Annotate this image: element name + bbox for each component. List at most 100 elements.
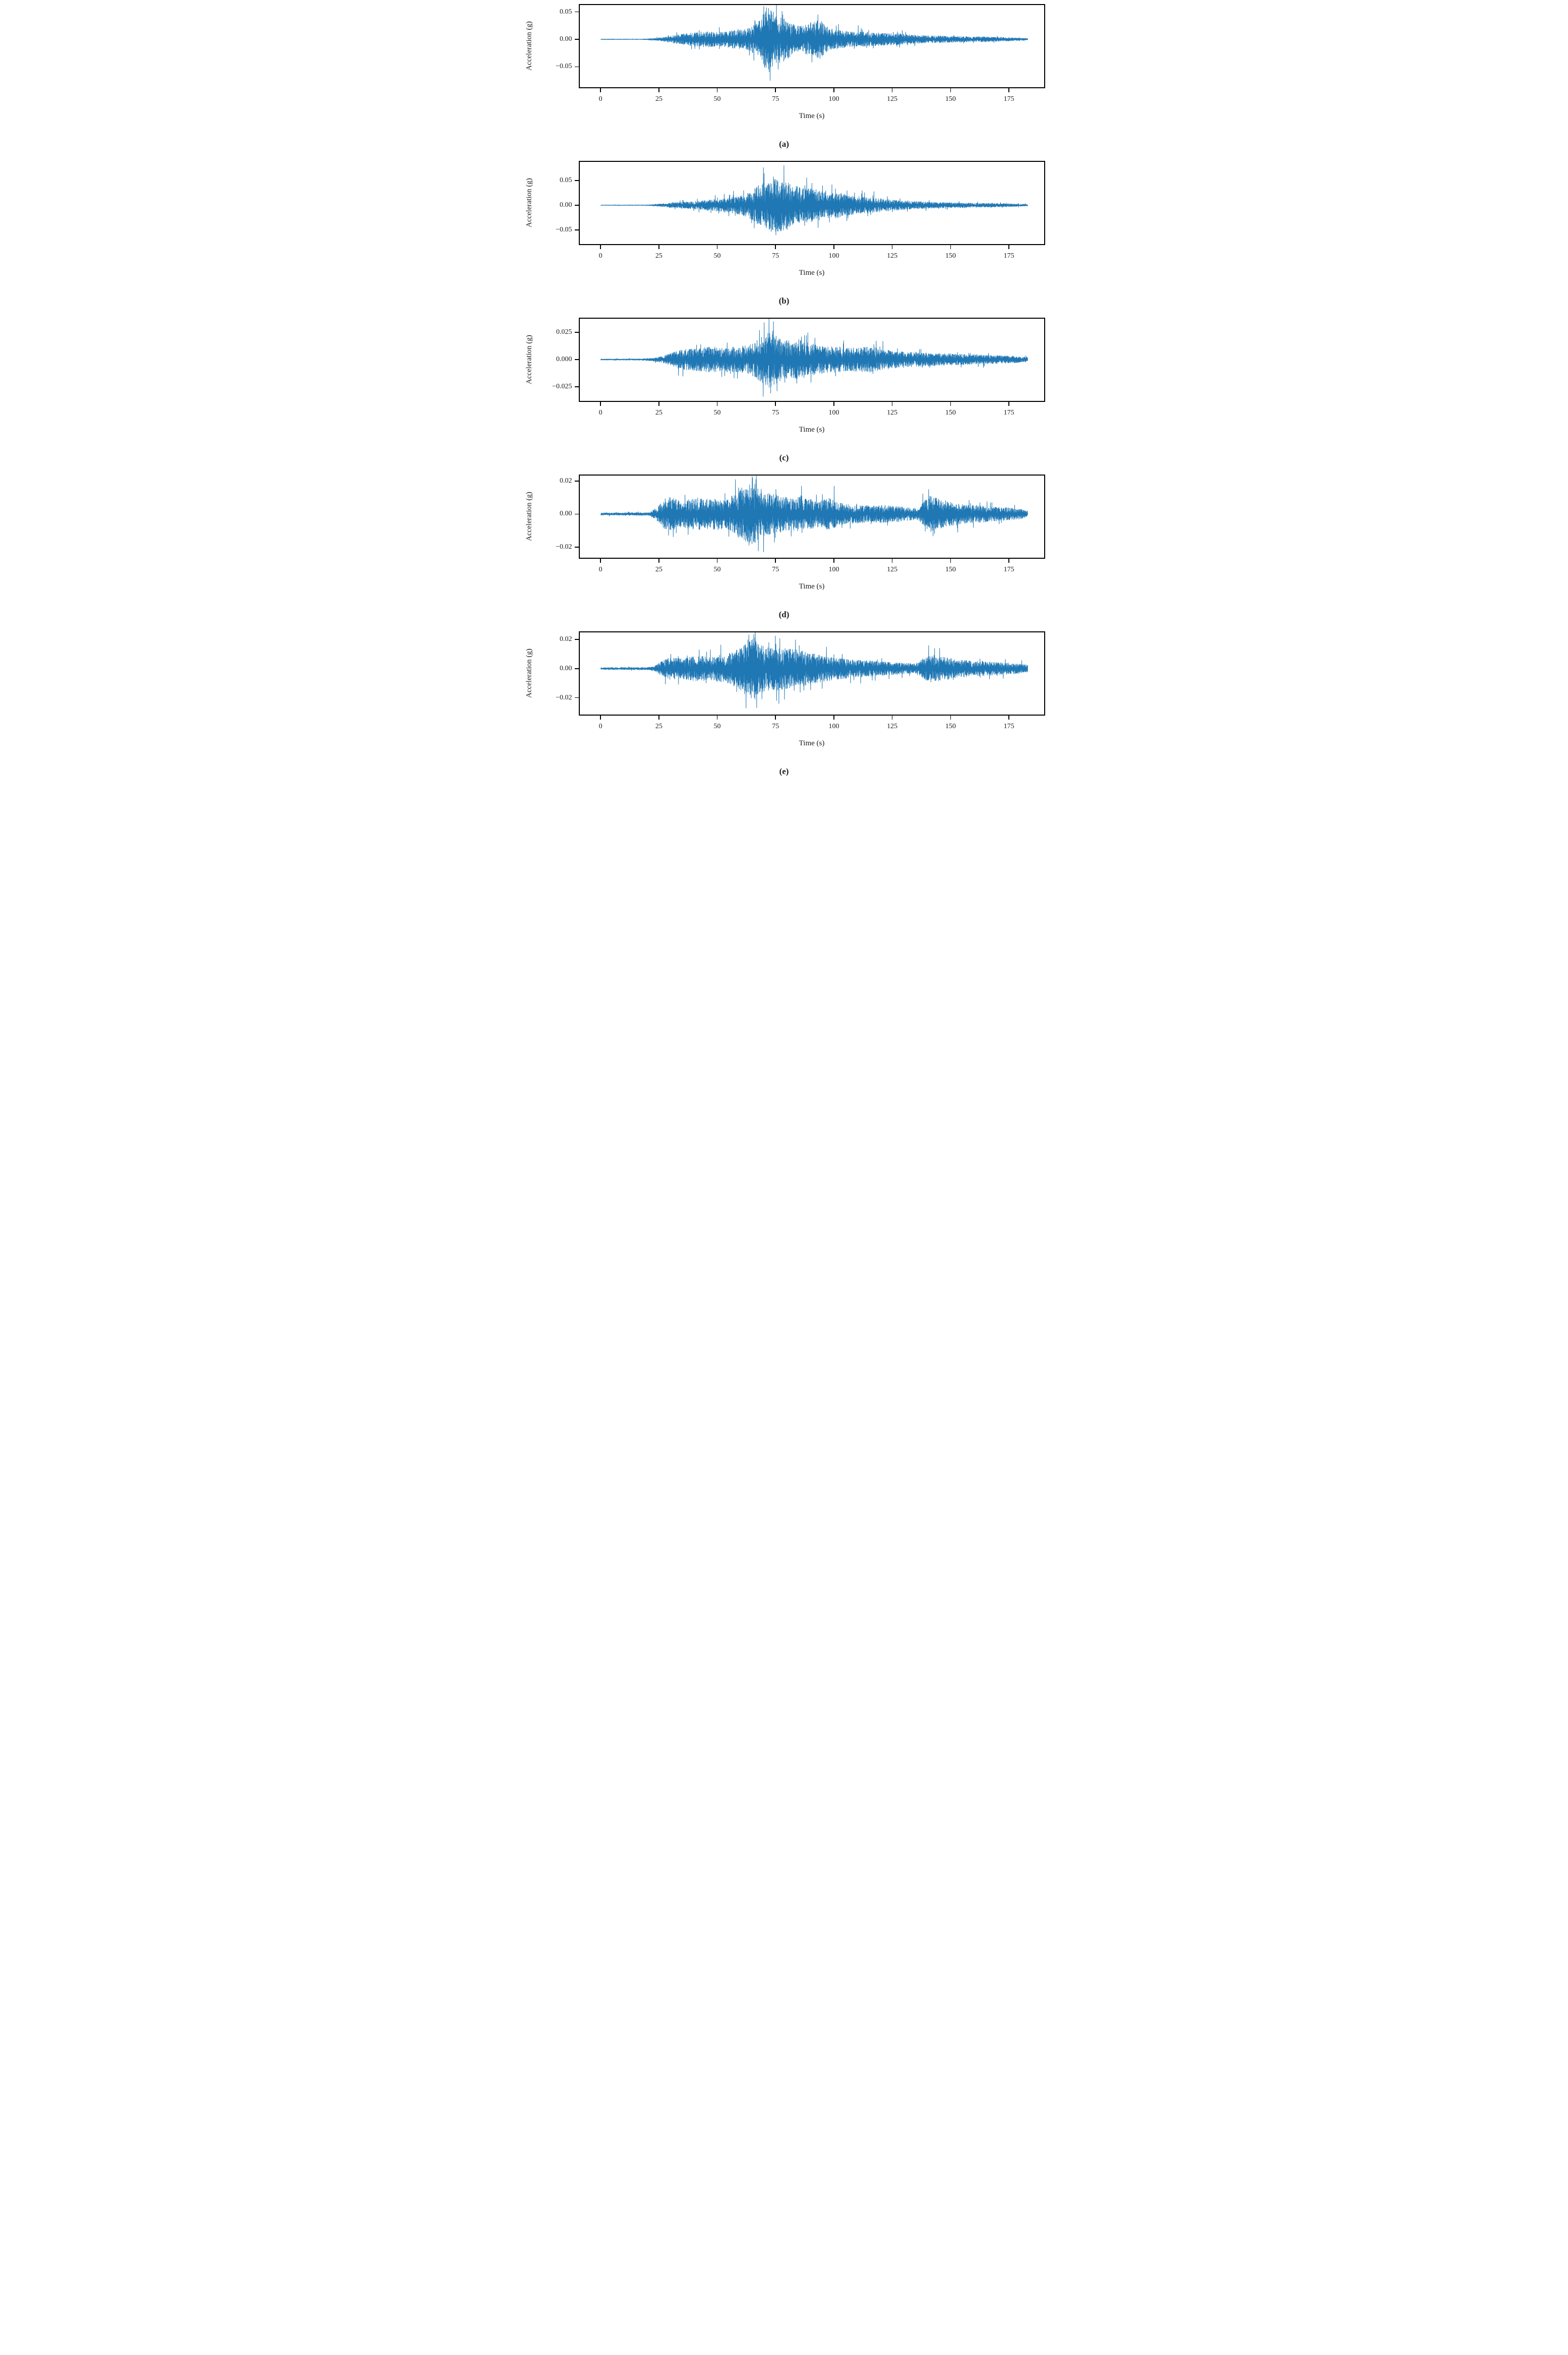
y-axis-title: Acceleration (g) — [525, 649, 533, 698]
subfigure-caption: (d) — [778, 610, 790, 619]
x-tick-mark — [950, 716, 951, 720]
x-tick-label: 150 — [945, 409, 956, 417]
y-axis-title: Acceleration (g) — [525, 335, 533, 385]
x-tick-label: 125 — [887, 252, 898, 260]
x-tick-label: 175 — [1003, 252, 1014, 260]
x-tick-label: 0 — [598, 409, 602, 417]
x-tick-label: 150 — [945, 566, 956, 573]
y-tick-mark — [574, 229, 579, 230]
x-tick-mark — [716, 245, 718, 249]
chart-a: Acceleration (g) 0.05 0.00 −0.05 0 25 50… — [523, 0, 1046, 157]
x-tick-mark — [775, 716, 776, 720]
x-tick-label: 100 — [828, 723, 839, 730]
x-tick-mark — [775, 88, 776, 92]
plot-area — [578, 631, 1045, 716]
x-tick-mark — [600, 716, 601, 720]
y-tick-mark — [574, 359, 579, 360]
x-tick-label: 50 — [713, 723, 721, 730]
y-tick-label: 0.05 — [560, 8, 572, 16]
x-tick-mark — [716, 402, 718, 406]
y-tick-label: −0.05 — [556, 225, 572, 233]
x-axis-title: Time (s) — [799, 112, 825, 120]
chart-e: Acceleration (g) 0.02 0.00 −0.02 0 25 50… — [523, 627, 1046, 784]
y-tick-label: −0.02 — [556, 693, 572, 701]
x-tick-label: 0 — [598, 95, 602, 103]
x-tick-mark — [600, 402, 601, 406]
y-tick-label: 0.00 — [560, 201, 572, 209]
x-tick-label: 50 — [713, 409, 721, 417]
y-tick-mark — [574, 639, 579, 640]
x-tick-label: 25 — [655, 95, 662, 103]
y-tick-mark — [574, 66, 579, 68]
x-tick-mark — [891, 245, 893, 249]
x-tick-mark — [1008, 716, 1009, 720]
y-tick-mark — [574, 481, 579, 482]
y-tick-mark — [574, 332, 579, 333]
x-tick-label: 50 — [713, 95, 721, 103]
waveform-canvas-d — [579, 476, 1044, 558]
x-tick-mark — [775, 245, 776, 249]
x-tick-label: 100 — [828, 566, 839, 573]
x-tick-label: 25 — [655, 723, 662, 730]
y-tick-label: −0.02 — [556, 543, 572, 551]
y-axis-title: Acceleration (g) — [525, 21, 533, 71]
x-tick-mark — [716, 88, 718, 92]
y-tick-mark — [574, 386, 579, 387]
x-tick-mark — [833, 559, 834, 563]
y-tick-label: 0.02 — [560, 635, 572, 643]
y-tick-mark — [574, 180, 579, 181]
chart-c: Acceleration (g) 0.025 0.000 −0.025 0 25… — [523, 314, 1046, 470]
y-axis-title: Acceleration (g) — [525, 178, 533, 228]
chart-d: Acceleration (g) 0.02 0.00 −0.02 0 25 50… — [523, 470, 1046, 627]
x-tick-mark — [950, 245, 951, 249]
y-tick-mark — [574, 513, 579, 515]
x-tick-mark — [658, 402, 659, 406]
x-tick-label: 175 — [1003, 723, 1014, 730]
x-tick-mark — [716, 559, 718, 563]
x-tick-mark — [891, 402, 893, 406]
x-tick-mark — [600, 559, 601, 563]
x-axis-title: Time (s) — [799, 426, 825, 434]
x-tick-label: 175 — [1003, 566, 1014, 573]
x-axis-title: Time (s) — [799, 582, 825, 591]
x-tick-mark — [833, 402, 834, 406]
subfigure-caption: (e) — [779, 767, 789, 776]
plot-area — [578, 4, 1045, 88]
y-tick-mark — [574, 697, 579, 698]
x-tick-mark — [950, 559, 951, 563]
subfigure-caption: (a) — [779, 139, 789, 149]
waveform-canvas-a — [579, 5, 1044, 87]
x-tick-mark — [600, 88, 601, 92]
x-tick-label: 75 — [772, 409, 779, 417]
y-axis-title: Acceleration (g) — [525, 492, 533, 542]
x-tick-label: 175 — [1003, 95, 1014, 103]
waveform-canvas-b — [579, 162, 1044, 244]
x-tick-mark — [891, 559, 893, 563]
x-tick-mark — [658, 88, 659, 92]
x-tick-label: 25 — [655, 566, 662, 573]
x-tick-label: 150 — [945, 252, 956, 260]
x-tick-mark — [775, 402, 776, 406]
x-tick-label: 0 — [598, 252, 602, 260]
x-tick-mark — [775, 559, 776, 563]
y-tick-label: −0.05 — [556, 63, 572, 71]
subfigure-caption: (c) — [779, 453, 789, 462]
x-tick-label: 100 — [828, 95, 839, 103]
y-tick-label: 0.00 — [560, 35, 572, 43]
x-tick-label: 75 — [772, 566, 779, 573]
x-tick-label: 50 — [713, 566, 721, 573]
x-tick-mark — [950, 88, 951, 92]
x-tick-mark — [891, 716, 893, 720]
x-tick-label: 100 — [828, 409, 839, 417]
x-tick-mark — [1008, 559, 1009, 563]
y-tick-label: 0.00 — [560, 510, 572, 518]
x-tick-mark — [716, 716, 718, 720]
x-tick-label: 150 — [945, 95, 956, 103]
x-tick-mark — [658, 245, 659, 249]
y-tick-label: −0.025 — [552, 382, 572, 390]
x-tick-label: 125 — [887, 566, 898, 573]
x-tick-mark — [833, 716, 834, 720]
y-tick-label: 0.05 — [560, 176, 572, 185]
x-tick-mark — [833, 245, 834, 249]
x-tick-mark — [1008, 245, 1009, 249]
